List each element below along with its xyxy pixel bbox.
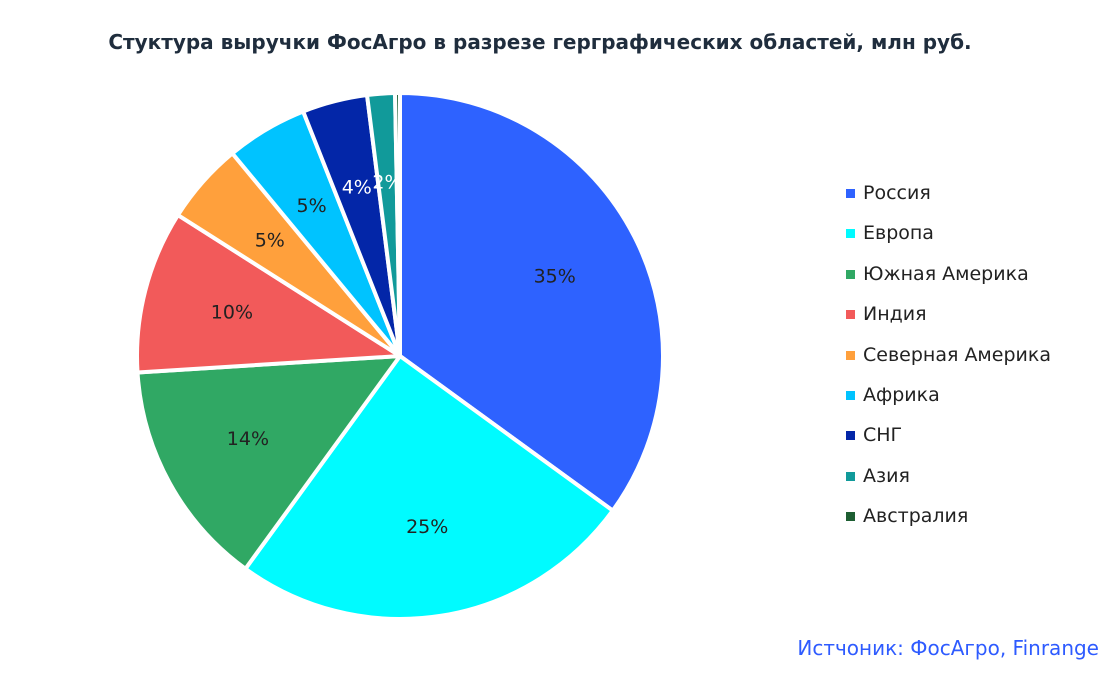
pie-slice-европа	[243, 354, 615, 621]
pie-slice-южная-америка	[135, 354, 402, 571]
legend-label: СНГ	[863, 424, 903, 447]
source-note: Истчоник: ФосАгро, Finrange	[797, 636, 1099, 660]
legend-item-индия: Индия	[846, 301, 1051, 341]
pie-slice-россия	[398, 91, 665, 513]
slice-label-южная-америка: 14%	[227, 428, 269, 450]
legend-swatch	[846, 471, 855, 481]
legend-label: Азия	[863, 464, 910, 487]
legend-item-европа: Европа	[846, 220, 1051, 260]
legend-label: Индия	[863, 303, 927, 326]
pie-labels: 35% 25% 14% 10% 5% 5% 4% 2%	[211, 171, 576, 538]
pie-slice-австралия	[393, 91, 402, 358]
legend-label: Южная Америка	[863, 262, 1029, 285]
slice-label-россия: 35%	[534, 266, 576, 288]
chart-title: Стуктура выручки ФосАгро в разрезе гергр…	[108, 30, 972, 54]
slice-label-африка: 5%	[297, 195, 327, 217]
legend-swatch	[846, 229, 855, 239]
legend-label: Россия	[863, 182, 931, 204]
legend-label: Европа	[863, 222, 934, 245]
legend-item-снг: СНГ	[846, 422, 1051, 462]
legend: Россия Европа Южная Америка Индия Северная А…	[846, 180, 1051, 544]
slice-label-европа: 25%	[406, 516, 448, 538]
slice-label-азия: 2%	[372, 171, 402, 193]
legend-label: Австралия	[863, 505, 969, 528]
legend-item-россия: Россия	[846, 180, 1051, 220]
slice-label-индия: 10%	[211, 301, 253, 323]
legend-item-африка: Африка	[846, 382, 1051, 422]
legend-swatch	[846, 431, 855, 441]
legend-swatch	[846, 512, 855, 522]
legend-item-азия: Азия	[846, 463, 1051, 503]
legend-swatch	[846, 189, 855, 198]
legend-item-северная-америка: Северная Америка	[846, 342, 1051, 382]
slice-label-снг: 4%	[342, 176, 372, 198]
legend-label: Африка	[863, 383, 940, 406]
legend-label: Северная Америка	[863, 343, 1051, 366]
legend-swatch	[846, 310, 855, 320]
legend-item-австралия: Австралия	[846, 503, 1051, 543]
slice-label-северная-америка: 5%	[255, 230, 285, 252]
legend-swatch	[846, 390, 855, 400]
pie-slices	[135, 91, 665, 621]
pie-chart: 35% 25% 14% 10% 5% 5% 4% 2%	[135, 91, 665, 621]
pie-slice-индия	[135, 213, 402, 375]
legend-swatch	[846, 350, 855, 360]
legend-item-южная-америка: Южная Америка	[846, 261, 1051, 301]
legend-swatch	[846, 269, 855, 279]
